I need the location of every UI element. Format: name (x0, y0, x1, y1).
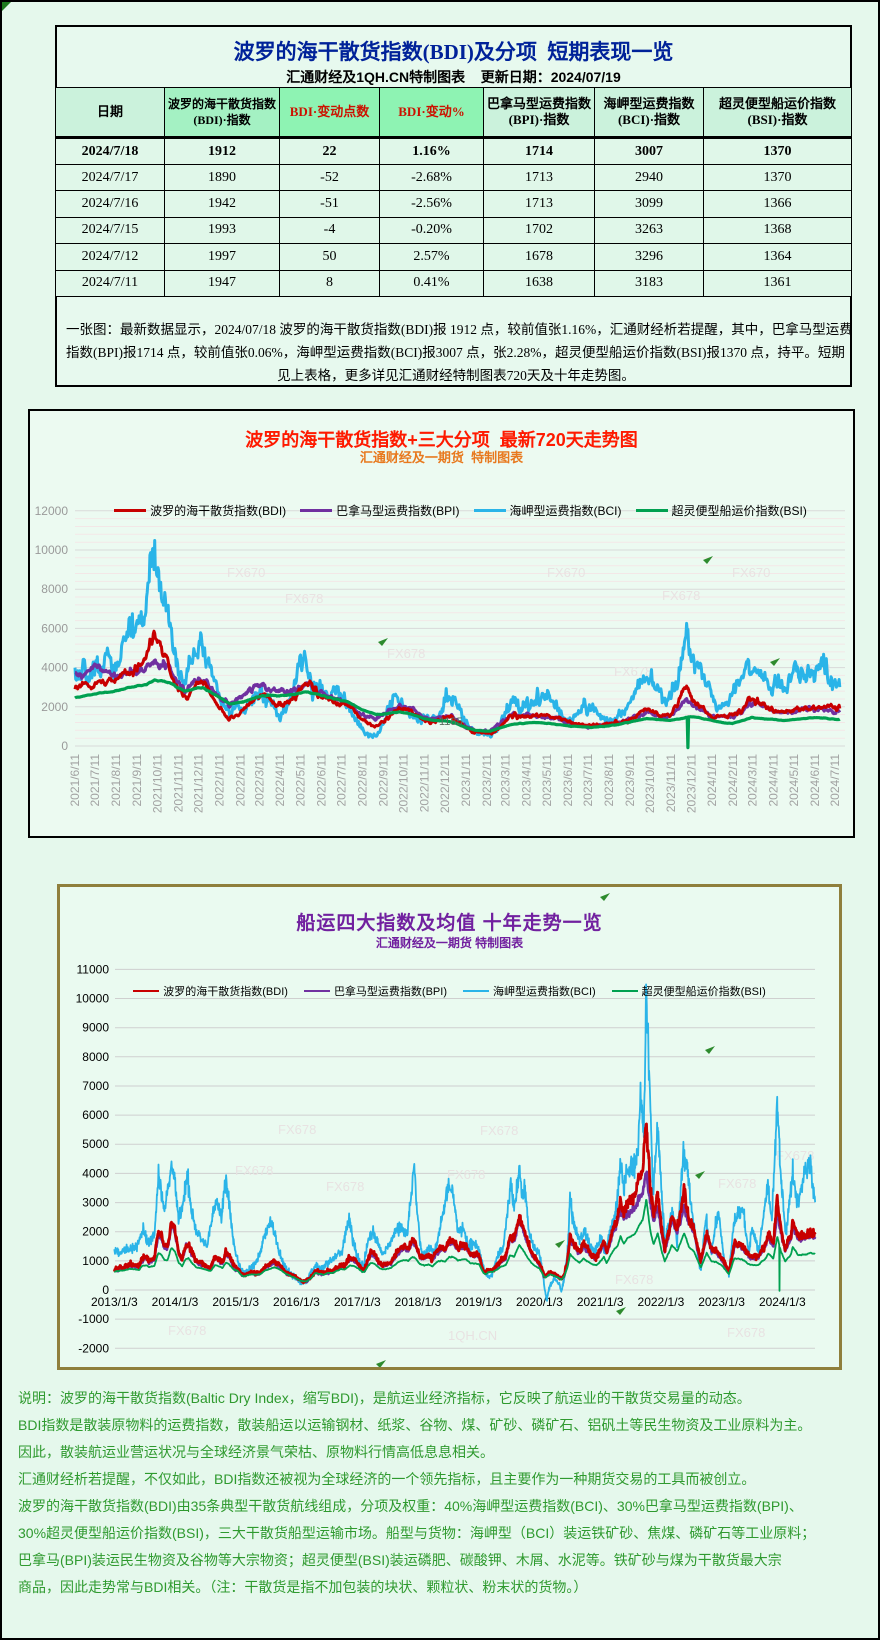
svg-text:6000: 6000 (41, 621, 68, 635)
svg-text:2022/4/11: 2022/4/11 (273, 754, 287, 807)
svg-text:2019/1/3: 2019/1/3 (455, 1295, 502, 1309)
svg-text:2023/9/11: 2023/9/11 (623, 754, 637, 807)
svg-text:2023/12/11: 2023/12/11 (684, 754, 698, 813)
svg-text:2022/9/11: 2022/9/11 (377, 754, 391, 807)
svg-text:2024/6/11: 2024/6/11 (808, 754, 822, 807)
svg-text:2022/7/11: 2022/7/11 (335, 754, 349, 807)
svg-text:2021/10/11: 2021/10/11 (150, 754, 164, 813)
svg-text:2023/11/11: 2023/11/11 (664, 754, 678, 813)
svg-text:FX670: FX670 (732, 565, 770, 580)
svg-text:2023/1/11: 2023/1/11 (459, 754, 473, 807)
svg-text:4000: 4000 (41, 661, 68, 675)
svg-text:FX678: FX678 (776, 1148, 814, 1163)
svg-text:2022/6/11: 2022/6/11 (314, 754, 328, 807)
svg-text:0: 0 (61, 739, 68, 753)
svg-text:9000: 9000 (82, 1021, 109, 1035)
svg-text:2023/1/3: 2023/1/3 (698, 1295, 745, 1309)
svg-text:-1000: -1000 (78, 1312, 109, 1326)
svg-text:2024/5/11: 2024/5/11 (787, 754, 801, 807)
svg-text:FX678: FX678 (447, 1167, 485, 1182)
svg-text:2018/1/3: 2018/1/3 (395, 1295, 442, 1309)
svg-text:2021/11/11: 2021/11/11 (171, 754, 185, 813)
svg-text:10000: 10000 (76, 992, 110, 1006)
svg-text:FX678: FX678 (727, 1325, 765, 1340)
svg-text:2017/1/3: 2017/1/3 (334, 1295, 381, 1309)
svg-text:0: 0 (102, 1283, 109, 1297)
svg-text:FX678: FX678 (278, 1122, 316, 1137)
svg-text:2021/1/3: 2021/1/3 (577, 1295, 624, 1309)
svg-text:11000: 11000 (77, 962, 110, 976)
svg-text:2023/8/11: 2023/8/11 (602, 754, 616, 807)
svg-text:2024/1/3: 2024/1/3 (759, 1295, 806, 1309)
svg-text:2020/1/3: 2020/1/3 (516, 1295, 563, 1309)
svg-text:2021/9/11: 2021/9/11 (130, 754, 144, 807)
svg-text:4000: 4000 (82, 1166, 109, 1180)
svg-text:2024/4/11: 2024/4/11 (767, 754, 781, 807)
svg-text:FX678: FX678 (387, 646, 425, 661)
svg-text:2023/7/11: 2023/7/11 (581, 754, 595, 807)
svg-text:2023/2/11: 2023/2/11 (480, 754, 494, 807)
svg-text:2022/10/11: 2022/10/11 (397, 754, 411, 813)
svg-text:2024/1/11: 2024/1/11 (705, 754, 719, 807)
svg-text:2022/1/3: 2022/1/3 (638, 1295, 685, 1309)
svg-text:2021/12/11: 2021/12/11 (192, 754, 206, 813)
svg-text:2021/7/11: 2021/7/11 (88, 754, 102, 807)
svg-text:6000: 6000 (82, 1108, 109, 1122)
svg-text:2023/10/11: 2023/10/11 (643, 754, 657, 813)
svg-text:FX678: FX678 (285, 591, 323, 606)
svg-text:FX678: FX678 (662, 588, 700, 603)
svg-text:2023/4/11: 2023/4/11 (520, 754, 534, 807)
svg-text:2023/3/11: 2023/3/11 (499, 754, 513, 807)
svg-text:8000: 8000 (82, 1050, 109, 1064)
svg-text:2016/1/3: 2016/1/3 (273, 1295, 320, 1309)
svg-text:FX670: FX670 (227, 565, 265, 580)
svg-text:3000: 3000 (82, 1196, 109, 1210)
svg-text:2000: 2000 (82, 1225, 109, 1239)
svg-text:12000: 12000 (35, 504, 69, 518)
svg-text:FX678: FX678 (168, 1323, 206, 1338)
svg-text:10000: 10000 (35, 543, 69, 557)
svg-text:2024/2/11: 2024/2/11 (726, 754, 740, 807)
svg-text:FX678: FX678 (326, 1179, 364, 1194)
svg-text:2022/1/11: 2022/1/11 (213, 754, 227, 807)
svg-text:5000: 5000 (82, 1137, 109, 1151)
svg-text:2000: 2000 (41, 700, 68, 714)
svg-text:2021/6/11: 2021/6/11 (68, 754, 82, 807)
svg-text:2022/8/11: 2022/8/11 (356, 754, 370, 807)
svg-text:1QH.CN: 1QH.CN (448, 1328, 497, 1343)
svg-text:2024/3/11: 2024/3/11 (746, 754, 760, 807)
svg-text:2015/1/3: 2015/1/3 (212, 1295, 259, 1309)
svg-text:FX670: FX670 (547, 565, 585, 580)
svg-text:2013/1/3: 2013/1/3 (91, 1295, 138, 1309)
svg-text:2022/12/11: 2022/12/11 (438, 754, 452, 813)
svg-text:-2000: -2000 (78, 1341, 109, 1355)
svg-text:FX678: FX678 (718, 1176, 756, 1191)
svg-text:2024/7/11: 2024/7/11 (828, 754, 842, 807)
svg-text:8000: 8000 (41, 582, 68, 596)
svg-text:FX678: FX678 (615, 1272, 653, 1287)
svg-text:2014/1/3: 2014/1/3 (152, 1295, 199, 1309)
svg-text:1000: 1000 (82, 1254, 109, 1268)
svg-text:1185: 1185 (439, 716, 463, 728)
svg-text:FX678: FX678 (480, 1123, 518, 1138)
svg-text:2022/2/11: 2022/2/11 (233, 754, 247, 807)
svg-text:2021/8/11: 2021/8/11 (109, 754, 123, 807)
svg-text:FX678: FX678 (235, 1163, 273, 1178)
svg-text:2022/5/11: 2022/5/11 (294, 754, 308, 807)
svg-text:7000: 7000 (82, 1079, 109, 1093)
svg-text:2022/3/11: 2022/3/11 (252, 754, 266, 807)
svg-text:2023/5/11: 2023/5/11 (540, 754, 554, 807)
svg-text:2022/11/11: 2022/11/11 (418, 754, 432, 813)
svg-text:2023/6/11: 2023/6/11 (561, 754, 575, 807)
